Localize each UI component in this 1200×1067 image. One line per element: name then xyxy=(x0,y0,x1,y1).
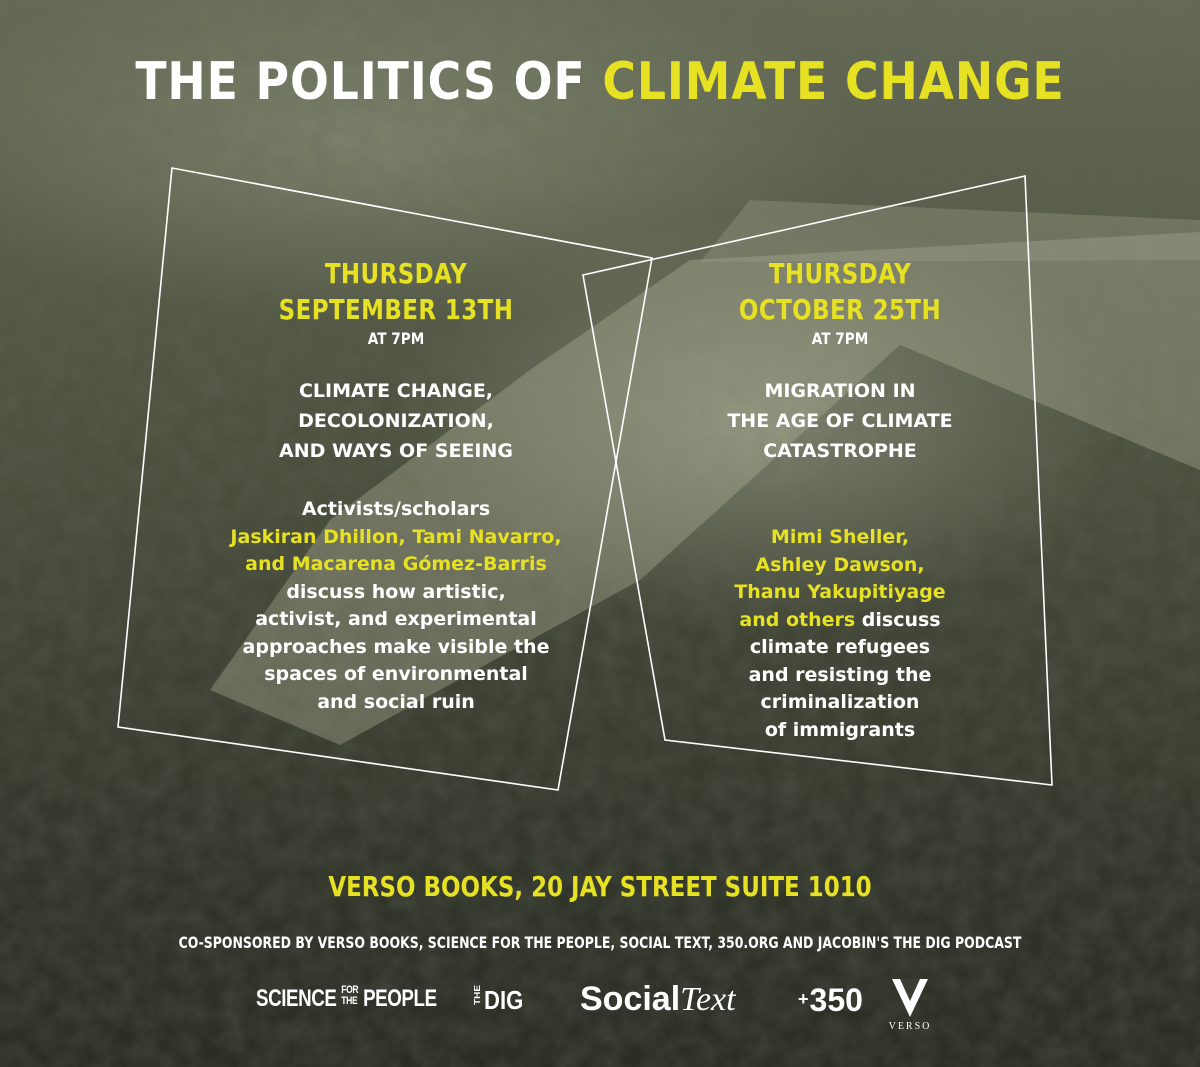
dig-the: THE xyxy=(473,985,483,1005)
speaker-line: and Macarena Gómez-Barris xyxy=(245,553,547,575)
intro-line: Activists/scholars xyxy=(301,498,491,520)
talk-line: MIGRATION IN xyxy=(764,380,916,402)
poster-title: THE POLITICS OF CLIMATE CHANGE xyxy=(72,52,1128,112)
desc-line: and social ruin xyxy=(317,690,475,713)
desc-line: activist, and experimental xyxy=(255,608,537,630)
pale-sheet-shape xyxy=(210,232,1200,745)
sftp-small-words: FOR THE xyxy=(341,985,358,1007)
speaker-line: Mimi Sheller, xyxy=(770,526,910,548)
speaker-tail: discuss xyxy=(855,608,941,631)
350-org-logo: +350 xyxy=(798,982,863,1019)
dig-word: DIG xyxy=(484,985,524,1015)
sftp-word-the: THE xyxy=(341,995,358,1007)
venue-address: VERSO BOOKS, 20 JAY STREET SUITE 1010 xyxy=(328,870,872,903)
event-2-talk-title: MIGRATION IN THE AGE OF CLIMATE CATASTRO… xyxy=(660,376,1020,466)
title-part-2: CLIMATE CHANGE xyxy=(602,52,1065,112)
talk-line: DECOLONIZATION, xyxy=(298,410,494,432)
event-1-talk-title: CLIMATE CHANGE, DECOLONIZATION, AND WAYS… xyxy=(176,376,616,466)
event-1: THURSDAY SEPTEMBER 13TH AT 7PM CLIMATE C… xyxy=(176,256,616,716)
speaker-line: Thanu Yakupitiyage xyxy=(734,581,946,603)
talk-line: AND WAYS OF SEEING xyxy=(279,440,513,462)
verso-word: VERSO xyxy=(888,1021,932,1032)
350-number: 350 xyxy=(809,982,863,1018)
desc-line: approaches make visible the xyxy=(242,635,550,658)
verso-v-icon xyxy=(892,979,928,1017)
desc-line: climate refugees xyxy=(749,636,931,658)
science-for-the-people-logo: SCIENCE FOR THE PEOPLE xyxy=(256,985,437,1013)
speaker-line: Jaskiran Dhillon, Tami Navarro, xyxy=(230,525,562,548)
title-part-1: THE POLITICS OF xyxy=(135,52,586,112)
left-frame-outline xyxy=(117,167,653,791)
text-word: Text xyxy=(680,981,736,1018)
social-text-logo: SocialText xyxy=(580,980,736,1019)
350-plus: + xyxy=(798,989,809,1009)
cosponsors-line: CO-SPONSORED BY VERSO BOOKS, SCIENCE FOR… xyxy=(178,933,1022,952)
sftp-word-science: SCIENCE xyxy=(256,985,337,1012)
speaker-line: Ashley Dawson, xyxy=(755,553,925,576)
the-dig-logo: THEDIG xyxy=(473,985,523,1016)
speaker-line-with-tail: and others discuss xyxy=(660,607,1020,635)
talk-line: THE AGE OF CLIMATE xyxy=(727,410,953,432)
event-2-description: Mimi Sheller, Ashley Dawson, Thanu Yakup… xyxy=(660,524,1020,744)
event-1-description: Activists/scholars Jaskiran Dhillon, Tam… xyxy=(176,496,616,716)
talk-line: CATASTROPHE xyxy=(763,440,917,462)
sftp-word-for: FOR xyxy=(341,984,359,996)
event-2-date: OCTOBER 25TH xyxy=(738,293,942,326)
sftp-word-people: PEOPLE xyxy=(363,985,437,1012)
event-2: THURSDAY OCTOBER 25TH AT 7PM MIGRATION I… xyxy=(660,256,1020,744)
sponsor-logos: SCIENCE FOR THE PEOPLE THEDIG SocialText … xyxy=(0,975,1200,1035)
event-1-date: SEPTEMBER 13TH xyxy=(278,293,514,326)
desc-line: and resisting the xyxy=(748,663,932,686)
desc-line: spaces of environmental xyxy=(264,663,528,685)
event-1-day: THURSDAY xyxy=(324,257,468,290)
pale-sheet-edge xyxy=(700,200,1200,262)
event-1-time: AT 7PM xyxy=(367,329,425,348)
desc-line: criminalization xyxy=(760,691,920,713)
desc-line: of immigrants xyxy=(764,718,916,741)
talk-line: CLIMATE CHANGE, xyxy=(298,380,494,402)
event-2-time: AT 7PM xyxy=(811,329,869,348)
social-word: Social xyxy=(580,980,681,1018)
verso-logo: VERSO xyxy=(880,975,940,1032)
speaker-others: and others xyxy=(739,608,856,631)
desc-line: discuss how artistic, xyxy=(286,580,506,603)
right-frame-outline xyxy=(582,175,1053,786)
event-2-day: THURSDAY xyxy=(768,257,912,290)
